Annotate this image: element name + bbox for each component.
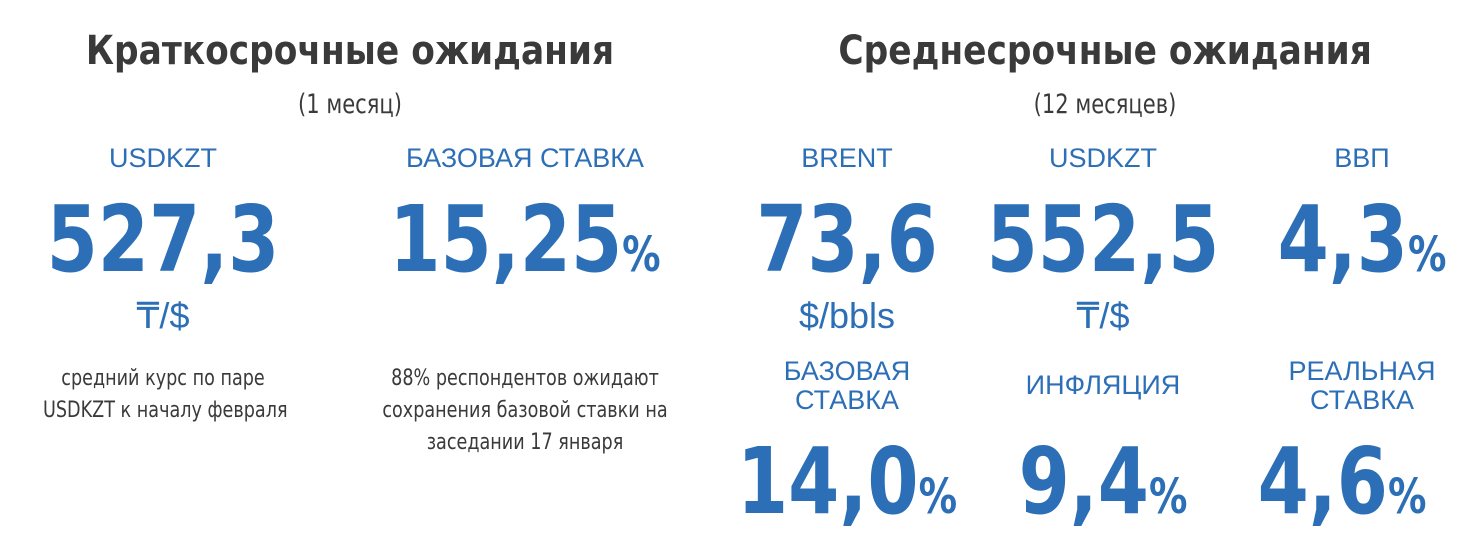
gdp-suffix: % [1407, 227, 1447, 283]
short-base-rate-note-line2: сохранения базовой ставки на [382, 398, 668, 423]
short-base-rate-note-line3: заседании 17 января [426, 430, 624, 455]
short-base-rate-label: БАЗОВАЯ СТАВКА [406, 143, 644, 173]
medium-term-title: Среднесрочные ожидания [838, 28, 1372, 74]
medium-base-rate-value: 14,0 [736, 428, 919, 535]
medium-term-period: (12 месяцев) [1033, 89, 1177, 120]
inflation-suffix: % [1148, 469, 1188, 525]
short-base-rate-value-group: 15,25% [389, 190, 661, 305]
short-usdkzt-note-line1: средний курс по паре [61, 366, 265, 391]
short-base-rate-suffix: % [622, 227, 661, 283]
short-usdkzt-note-line2: USDKZT к началу февраля [43, 398, 288, 423]
medium-usdkzt-label: USDKZT [1049, 143, 1157, 173]
medium-usdkzt-unit: ₸/$ [1076, 295, 1130, 336]
short-usdkzt-label: USDKZT [109, 143, 217, 173]
real-rate-label-line1: РЕАЛЬНАЯ [1288, 356, 1436, 386]
short-term-title: Краткосрочные ожидания [85, 28, 615, 74]
brent-unit: $/bbls [798, 295, 896, 336]
medium-base-rate-label-line2: СТАВКА [795, 385, 899, 415]
real-rate-value-group: 4,6% [1238, 432, 1446, 547]
short-base-rate-note-line1: 88% респондентов ожидают [391, 366, 659, 391]
brent-value: 73,6 [756, 186, 938, 293]
gdp-label: ВВП [1334, 143, 1390, 173]
real-rate-suffix: % [1387, 469, 1427, 525]
real-rate-value: 4,6 [1257, 428, 1388, 535]
medium-base-rate-value-group: 14,0% [719, 432, 975, 547]
gdp-value-group: 4,3% [1258, 190, 1466, 305]
medium-base-rate-label-line1: БАЗОВАЯ [783, 356, 911, 386]
real-rate-label-line2: СТАВКА [1310, 385, 1414, 415]
inflation-value-group: 9,4% [991, 432, 1215, 547]
short-usdkzt-value: 527,3 [46, 186, 280, 293]
medium-usdkzt-value: 552,5 [986, 186, 1220, 293]
short-base-rate-value: 15,25 [389, 186, 623, 293]
medium-base-rate-suffix: % [918, 469, 958, 525]
short-term-period: (1 месяц) [298, 89, 402, 120]
inflation-label: ИНФЛЯЦИЯ [1025, 370, 1181, 400]
gdp-value: 4,3 [1277, 186, 1408, 293]
inflation-value: 9,4 [1018, 428, 1149, 535]
brent-label: BRENT [801, 143, 893, 173]
short-usdkzt-unit: ₸/$ [136, 295, 190, 336]
